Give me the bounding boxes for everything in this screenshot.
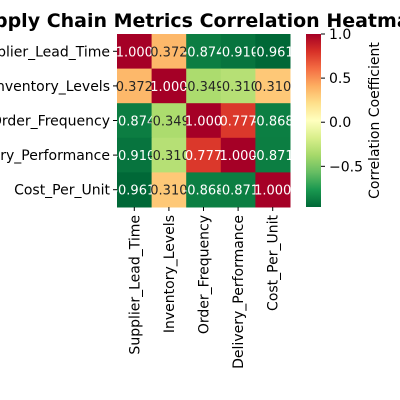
row-label: Supplier_Lead_Time [0, 44, 110, 60]
cell-value-label: -0.961 [252, 45, 294, 60]
cell-value-label: -0.874 [183, 45, 225, 60]
row-labels: Supplier_Lead_Time Inventory_Levels Order_… [0, 44, 117, 199]
heatmap-cells: 1.0000.372-0.874-0.910-0.9610.3721.000-0… [113, 34, 294, 208]
row-label: Order_Frequency [0, 114, 110, 130]
heatmap-cell [220, 172, 256, 208]
cell-value-label: -0.349 [148, 115, 190, 130]
heatmap-cell [117, 103, 153, 139]
heatmap-cell [151, 172, 187, 208]
heatmap-cell [255, 137, 291, 173]
colorbar-tick-label: 1.0 [329, 27, 351, 43]
cell-value-label: 0.372 [150, 45, 187, 60]
column-label: Supplier_Lead_Time [127, 215, 143, 355]
cell-value-label: 1.000 [150, 80, 187, 95]
chart-title: Supply Chain Metrics Correlation Heatmap [0, 10, 400, 32]
heatmap-cell [220, 68, 256, 104]
column-label: Inventory_Levels [162, 215, 178, 333]
heatmap-cell [220, 34, 256, 70]
cell-value-label: 1.000 [185, 115, 222, 130]
colorbar-gradient [306, 34, 321, 207]
colorbar-label: Correlation Coefficient [367, 42, 383, 199]
column-label: Order_Frequency [197, 215, 213, 334]
column-label: Delivery_Performance [231, 215, 247, 369]
heatmap-cell [151, 68, 187, 104]
colorbar-tick-label: 0.0 [329, 115, 351, 131]
cell-value-label: -0.310 [148, 149, 190, 164]
cell-value-label: 0.372 [116, 80, 153, 95]
row-label: Delivery_Performance [0, 148, 110, 164]
heatmap-cell [117, 34, 153, 70]
column-labels: Supplier_Lead_Time Inventory_Levels Order_… [127, 207, 282, 369]
heatmap-cell [186, 137, 222, 173]
heatmap-cell [151, 34, 187, 70]
cell-value-label: -0.310 [217, 80, 259, 95]
heatmap-cell [151, 137, 187, 173]
cell-value-label: 0.310 [150, 184, 187, 199]
heatmap-cell [117, 137, 153, 173]
cell-value-label: 1.000 [219, 149, 256, 164]
heatmap-cell [220, 137, 256, 173]
cell-value-label: -0.961 [113, 184, 155, 199]
row-label: Cost_Per_Unit [14, 183, 110, 199]
cell-value-label: 0.310 [254, 80, 291, 95]
cell-value-label: 0.777 [185, 149, 222, 164]
cell-value-label: -0.868 [183, 184, 225, 199]
cell-value-label: 0.777 [219, 115, 256, 130]
cell-value-label: -0.871 [217, 184, 259, 199]
heatmap-cell [220, 103, 256, 139]
colorbar: 1.0 0.5 0.0 −0.5 Correlation Coefficient [306, 27, 383, 207]
colorbar-tick-label: 0.5 [329, 71, 351, 87]
cell-value-label: -0.868 [252, 115, 294, 130]
cell-value-label: 1.000 [254, 184, 291, 199]
heatmap-cell [186, 172, 222, 208]
cell-value-label: -0.349 [183, 80, 225, 95]
heatmap-cell [151, 103, 187, 139]
column-label: Cost_Per_Unit [266, 214, 282, 310]
cell-value-label: -0.910 [113, 149, 155, 164]
cell-value-label: 1.000 [116, 45, 153, 60]
heatmap-cell [186, 34, 222, 70]
heatmap-cell [117, 172, 153, 208]
heatmap-cell [255, 34, 291, 70]
heatmap-cell [255, 172, 291, 208]
cell-value-label: -0.871 [252, 149, 294, 164]
row-label: Inventory_Levels [0, 79, 110, 95]
heatmap-cell [255, 103, 291, 139]
heatmap-cell [255, 68, 291, 104]
heatmap-cell [186, 103, 222, 139]
colorbar-tick-label: −0.5 [329, 159, 363, 175]
heatmap-cell [117, 68, 153, 104]
cell-value-label: -0.874 [113, 115, 155, 130]
cell-value-label: -0.910 [217, 45, 259, 60]
heatmap-cell [186, 68, 222, 104]
